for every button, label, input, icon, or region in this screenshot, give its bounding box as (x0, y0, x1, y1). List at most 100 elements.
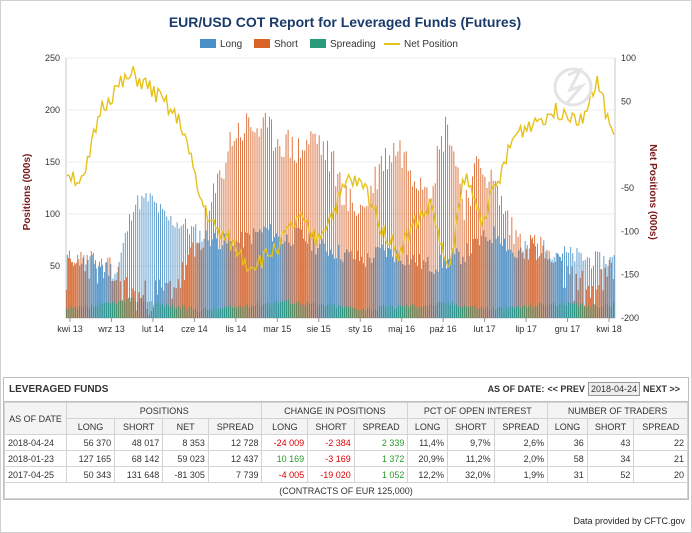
prev-link[interactable]: << PREV (547, 384, 585, 394)
short-bar (109, 257, 111, 318)
long-bar (110, 263, 112, 318)
spreading-bar (592, 303, 594, 318)
long-bar (448, 259, 449, 318)
short-bar (358, 213, 359, 318)
cell-pct-long: 11,4% (407, 434, 448, 451)
long-bar (506, 251, 507, 318)
short-bar (113, 281, 115, 318)
short-bar (184, 279, 185, 318)
spreading-bar (528, 306, 530, 318)
short-bar (262, 117, 264, 318)
short-bar (391, 162, 393, 318)
short-bar (449, 145, 451, 318)
spreading-bar (184, 305, 186, 318)
spreading-bar (598, 307, 600, 318)
long-bar (284, 241, 286, 318)
long-bar (87, 259, 89, 318)
short-bar (407, 170, 409, 318)
short-bar (271, 119, 272, 319)
spreading-bar (136, 301, 138, 318)
spreading-bar (422, 306, 424, 318)
spreading-bar (240, 306, 242, 318)
table-footnote: (CONTRACTS OF EUR 125,000) (4, 482, 688, 499)
long-bar (516, 258, 518, 318)
short-bar (192, 242, 194, 318)
long-bar (485, 237, 487, 318)
spreading-bar (141, 298, 142, 318)
long-bar (238, 242, 240, 318)
legend-swatch (200, 39, 216, 48)
short-bar (467, 197, 469, 318)
spreading-bar (518, 306, 519, 318)
cell-tr-long: 31 (547, 466, 588, 483)
y-right-tick-label: -200 (621, 313, 639, 323)
spreading-bar (416, 307, 418, 318)
short-bar (356, 215, 357, 318)
short-bar (440, 136, 442, 318)
long-bar (184, 218, 186, 318)
spreading-bar (145, 301, 147, 318)
spreading-bar (497, 307, 499, 318)
y-left-tick-label: 250 (45, 53, 60, 63)
short-bar (202, 247, 204, 318)
long-bar (172, 225, 174, 318)
spreading-bar (530, 303, 532, 318)
header-pct-short: SHORT (446, 418, 495, 435)
spreading-bar (76, 308, 78, 318)
short-bar (496, 185, 498, 318)
long-bar (112, 278, 114, 318)
cell-ch-spread: 2 339 (353, 434, 409, 451)
spreading-bar (323, 304, 325, 318)
long-bar (456, 248, 458, 318)
long-bar (81, 263, 83, 318)
long-bar (100, 267, 101, 318)
long-bar (402, 264, 404, 318)
short-bar (76, 262, 78, 318)
short-bar (144, 280, 146, 318)
spreading-bar (186, 309, 188, 318)
short-bar (333, 150, 335, 318)
short-bar (99, 261, 101, 318)
x-tick-label: kwi 13 (57, 324, 83, 334)
spreading-bar (209, 309, 211, 318)
spreading-bar (246, 303, 248, 318)
next-link[interactable]: NEXT >> (642, 384, 680, 394)
cell-tr-short: 34 (586, 450, 635, 467)
spreading-bar (132, 297, 134, 318)
spreading-bar (263, 304, 265, 318)
date-select[interactable]: 2018-04-24 (587, 382, 640, 396)
short-bar (372, 192, 374, 318)
spreading-bar (586, 306, 588, 318)
short-bar (300, 157, 301, 318)
long-bar (479, 245, 481, 318)
short-bar (72, 261, 74, 318)
y-right-tick-label: 50 (621, 96, 631, 106)
short-bar (324, 160, 326, 318)
net-position-line (66, 65, 615, 272)
cell-pct-short: 9,7% (446, 434, 495, 451)
long-bar (443, 257, 445, 318)
long-bar (468, 255, 470, 318)
long-bar (588, 258, 590, 318)
spreading-bar (277, 303, 279, 318)
long-bar (141, 195, 143, 318)
long-bar (178, 228, 180, 318)
short-bar (530, 234, 531, 318)
long-bar (460, 264, 462, 318)
long-bar (408, 264, 410, 318)
short-bar (393, 143, 395, 318)
short-bar (521, 252, 523, 318)
spreading-bar (337, 304, 339, 318)
long-bar (288, 242, 290, 318)
long-bar (369, 257, 371, 318)
short-bar (252, 131, 254, 318)
short-bar (88, 278, 90, 318)
short-bar (476, 156, 478, 318)
short-bar (465, 189, 467, 318)
long-bar (114, 274, 116, 318)
long-bar (576, 248, 578, 318)
short-bar (368, 204, 370, 318)
spreading-bar (588, 305, 590, 318)
long-bar (586, 257, 588, 318)
long-bar (547, 259, 549, 318)
